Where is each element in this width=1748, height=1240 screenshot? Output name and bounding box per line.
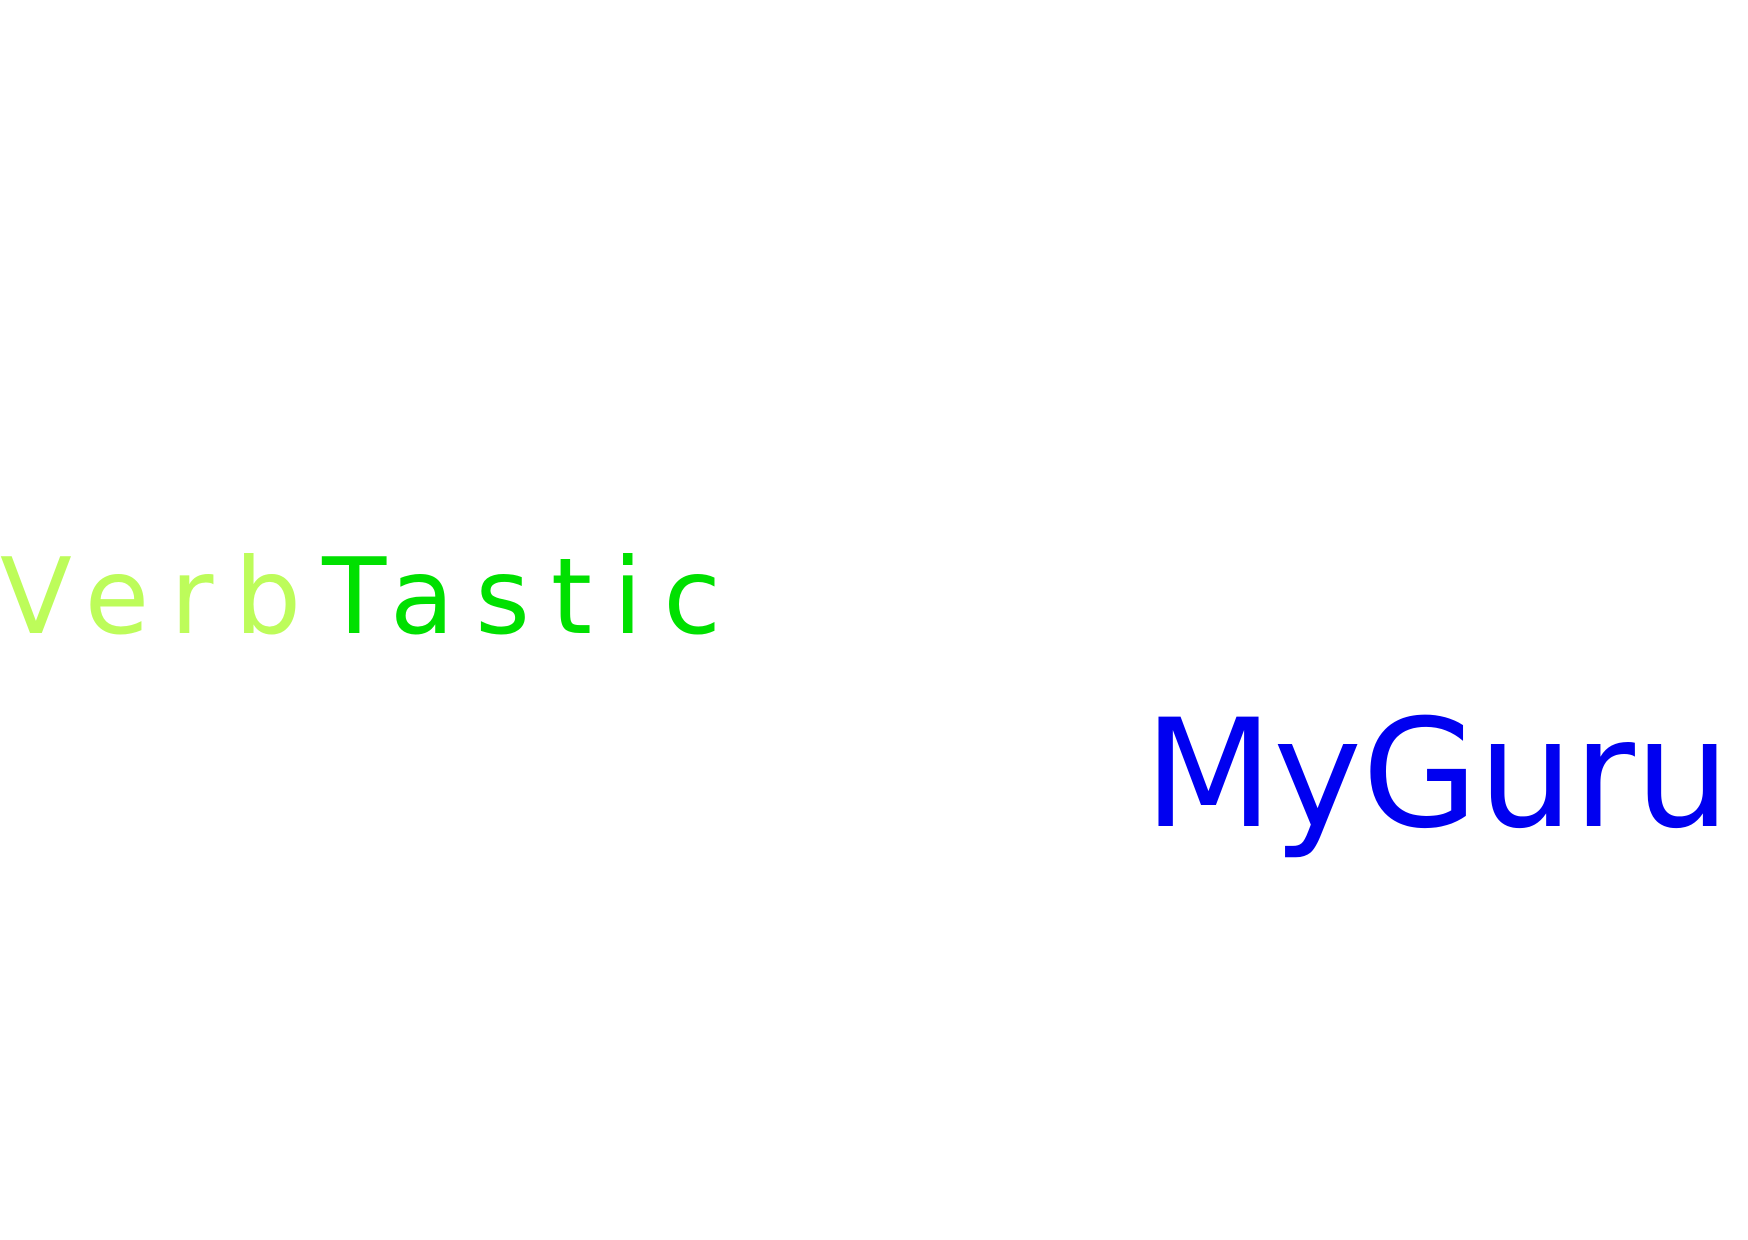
logo-wordmark: Verb Tastic	[0, 370, 1748, 650]
logo-tagline: MyGuru	[1143, 688, 1730, 862]
logo-word-verb: Verb	[0, 536, 323, 658]
logo-word-tastic: Tastic	[322, 536, 742, 658]
